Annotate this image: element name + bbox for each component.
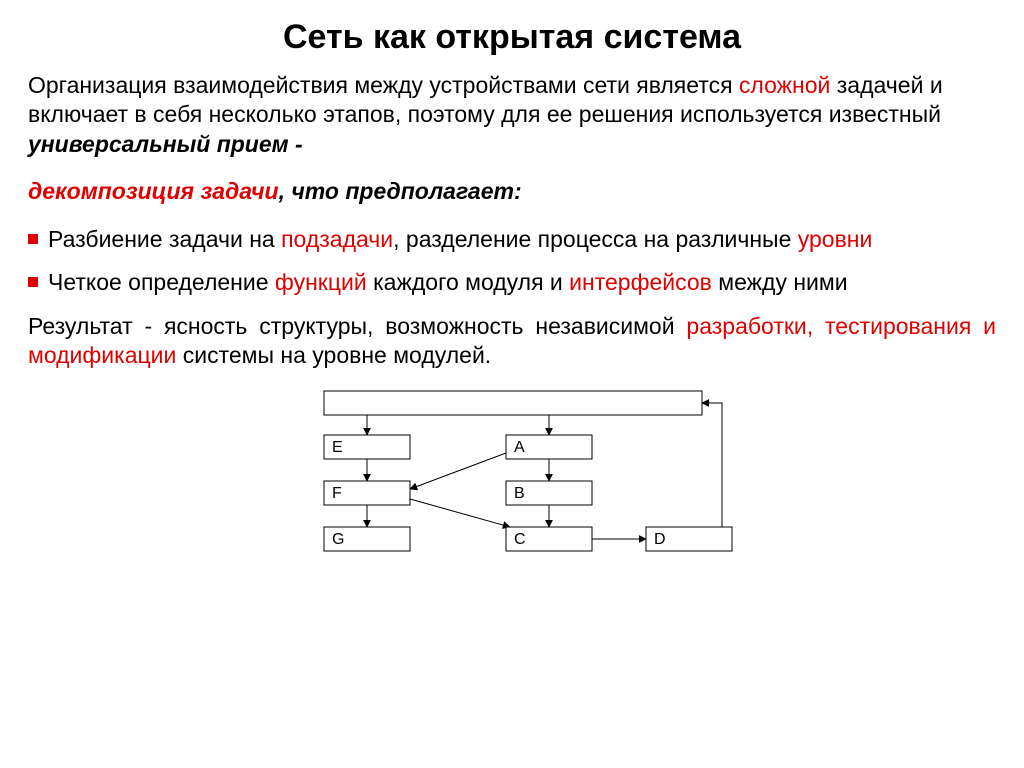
bullet-list: Разбиение задачи на подзадачи, разделени… [28,225,996,298]
b2-t5: между ними [712,269,848,295]
decomp-t2: , что предполагает: [279,178,522,204]
node-label-G: G [332,531,344,548]
node-label-E: E [332,439,343,456]
res-t1: Результат - ясность структуры, возможнос… [28,313,686,339]
intro-t2: сложной [739,72,830,98]
diagram-container: E A F B G C D [28,383,996,588]
node-label-D: D [654,531,666,548]
edge-AF [410,453,506,489]
bullet-1: Разбиение задачи на подзадачи, разделени… [28,225,996,254]
node-label-B: B [514,485,525,502]
slide-title: Сеть как открытая система [28,18,996,57]
decomp-paragraph: декомпозиция задачи, что предполагает: [28,177,996,206]
b1-t1: Разбиение задачи на [48,226,281,252]
decomp-t1: декомпозиция задачи [28,178,279,204]
res-t3: системы на уровне модулей. [176,342,491,368]
result-paragraph: Результат - ясность структуры, возможнос… [28,312,996,371]
node-label-F: F [332,485,342,502]
node-top [324,391,702,415]
bullet-2: Четкое определение функций каждого модул… [28,268,996,297]
flowchart-diagram: E A F B G C D [232,383,792,583]
intro-paragraph: Организация взаимодействия между устройс… [28,71,996,159]
b1-t4: уровни [798,226,873,252]
intro-t1: Организация взаимодействия между устройс… [28,72,739,98]
b2-t1: Четкое определение [48,269,275,295]
b1-t3: , разделение процесса на различные [393,226,798,252]
edge-FC [410,499,510,527]
node-label-A: A [514,439,525,456]
node-label-C: C [514,531,526,548]
intro-t4: универсальный прием - [28,131,303,157]
edge-Dtop [702,403,722,527]
b1-t2: подзадачи [281,226,393,252]
b2-t2: функций [275,269,367,295]
b2-t3: каждого модуля и [367,269,569,295]
b2-t4: интерфейсов [569,269,712,295]
